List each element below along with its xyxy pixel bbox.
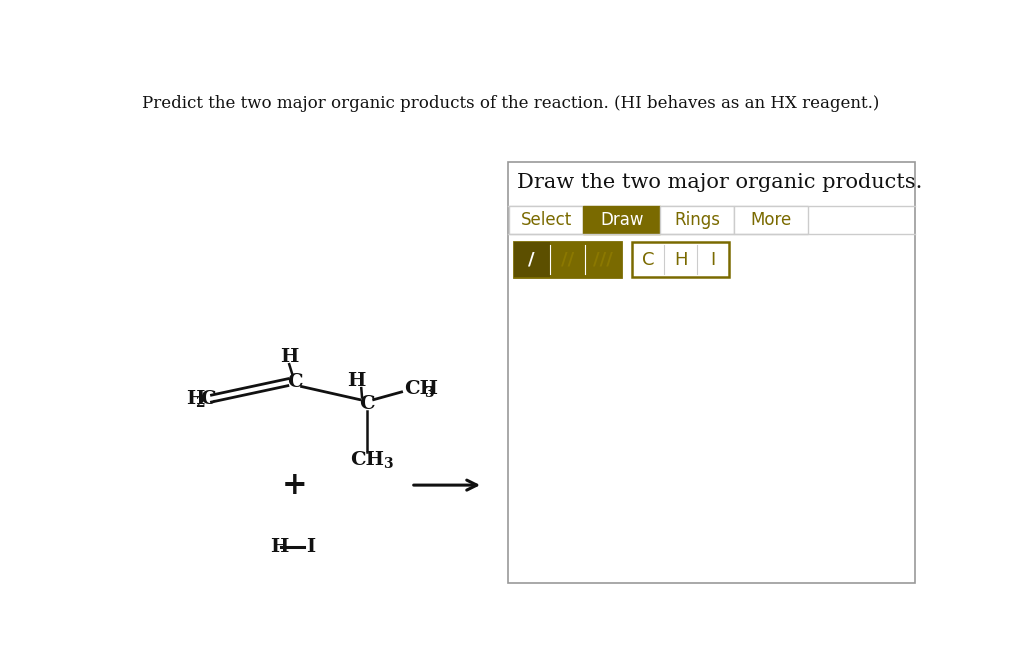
Text: More: More (751, 212, 792, 229)
Text: 3: 3 (383, 457, 392, 471)
Bar (583, 206, 660, 234)
Text: CH: CH (350, 451, 384, 469)
Text: Draw the two major organic products.: Draw the two major organic products. (517, 173, 923, 192)
Text: H: H (674, 251, 687, 268)
Bar (734, 206, 808, 234)
Text: Rings: Rings (674, 212, 720, 229)
Text: H: H (280, 348, 298, 366)
Text: C: C (287, 373, 302, 391)
Text: /: / (528, 251, 536, 268)
Text: C: C (358, 395, 375, 413)
Text: C: C (200, 390, 216, 408)
Bar (660, 206, 734, 234)
Text: Draw: Draw (600, 212, 643, 229)
Text: Select: Select (520, 212, 571, 229)
Text: Predict the two major organic products of the reaction. (HI behaves as an HX rea: Predict the two major organic products o… (142, 95, 880, 112)
Text: H: H (186, 390, 205, 408)
Text: //: // (561, 251, 574, 268)
Text: H: H (270, 539, 288, 557)
Text: I: I (306, 539, 315, 557)
Bar (514, 242, 550, 277)
Text: ///: /// (593, 251, 613, 268)
Text: I: I (711, 251, 716, 268)
Bar (632, 242, 729, 277)
Bar (514, 242, 621, 277)
Text: +: + (282, 469, 307, 500)
Text: 2: 2 (195, 396, 204, 410)
Text: C: C (642, 251, 654, 268)
Text: H: H (347, 372, 365, 390)
Bar (509, 206, 583, 234)
Text: CH: CH (403, 380, 438, 398)
Bar (508, 162, 914, 583)
Text: 3: 3 (424, 386, 434, 400)
